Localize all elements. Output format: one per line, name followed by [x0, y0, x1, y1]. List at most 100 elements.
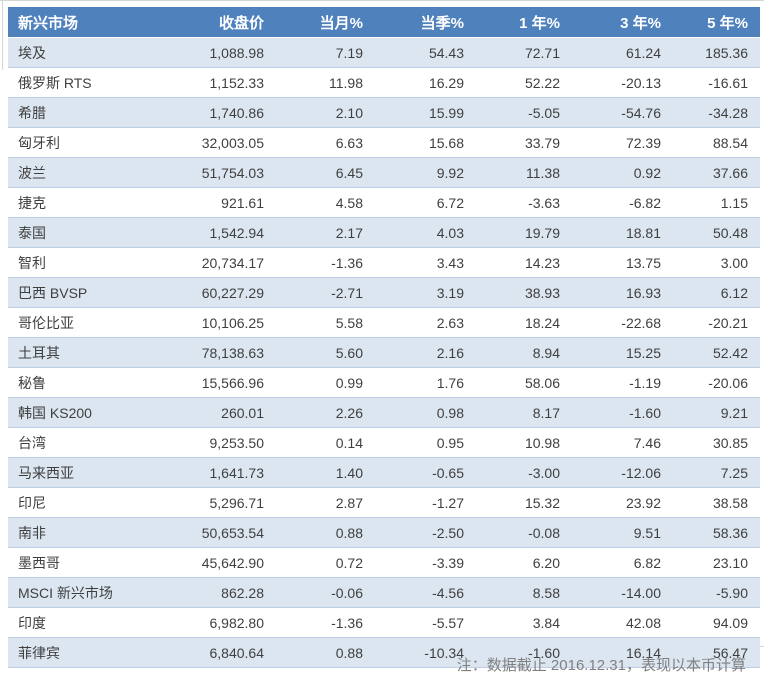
value-cell: 52.22 — [524, 74, 560, 91]
value-cell: 10.98 — [524, 434, 560, 451]
table-row: 泰国 1,542.94 2.17 4.03 19.79 18.81 50.48 — [8, 217, 760, 248]
table-row: 印尼 5,296.71 2.87 -1.27 15.32 23.92 38.58 — [8, 487, 760, 518]
value-cell: 5.60 — [335, 344, 363, 361]
value-cell: -54.76 — [621, 104, 661, 121]
value-cell: 2.10 — [335, 104, 363, 121]
value-cell: 2.87 — [335, 494, 363, 511]
value-cell: -22.68 — [621, 314, 661, 331]
value-cell: -12.06 — [621, 464, 661, 481]
value-cell: 30.85 — [712, 434, 748, 451]
value-cell: 6.72 — [436, 194, 464, 211]
value-cell: 6.20 — [532, 554, 560, 571]
value-cell: -20.06 — [708, 374, 748, 391]
top-border-line — [0, 0, 764, 1]
value-cell: 0.99 — [335, 374, 363, 391]
table-row: 菲律宾 6,840.64 0.88 -10.34 -1.60 16.14 56.47 — [8, 637, 760, 668]
value-cell: 3.19 — [436, 284, 464, 301]
market-name-cell: 印度 — [18, 614, 46, 631]
value-cell: -1.36 — [331, 614, 363, 631]
market-name-cell: 哥伦比亚 — [18, 314, 74, 331]
value-cell: 72.71 — [524, 44, 560, 61]
value-cell: 54.43 — [428, 44, 464, 61]
value-cell: 6,982.80 — [209, 614, 265, 631]
table-row: 台湾 9,253.50 0.14 0.95 10.98 7.46 30.85 — [8, 427, 760, 458]
value-cell: 5,296.71 — [209, 494, 265, 511]
value-cell: 15.99 — [428, 104, 464, 121]
value-cell: 8.94 — [532, 344, 560, 361]
value-cell: 0.98 — [436, 404, 464, 421]
value-cell: 8.58 — [532, 584, 560, 601]
value-cell: 15.32 — [524, 494, 560, 511]
value-cell: 6.12 — [720, 284, 748, 301]
value-cell: -1.60 — [528, 644, 560, 661]
column-header-3y-pct: 3 年% — [572, 7, 673, 38]
value-cell: 1.76 — [436, 374, 464, 391]
value-cell: 10,106.25 — [201, 314, 264, 331]
value-cell: 0.92 — [633, 164, 661, 181]
value-cell: 37.66 — [712, 164, 748, 181]
value-cell: 23.92 — [625, 494, 661, 511]
market-name-cell: 捷克 — [18, 194, 46, 211]
table-row: 匈牙利 32,003.05 6.63 15.68 33.79 72.39 88.54 — [8, 127, 760, 158]
market-name-cell: 秘鲁 — [18, 374, 46, 391]
market-name-cell: 韩国 KS200 — [18, 404, 92, 421]
value-cell: 38.58 — [712, 494, 748, 511]
value-cell: 6.63 — [335, 134, 363, 151]
value-cell: -2.50 — [432, 524, 464, 541]
value-cell: 3.84 — [532, 614, 560, 631]
value-cell: -14.00 — [621, 584, 661, 601]
column-header-market: 新兴市场 — [8, 7, 190, 38]
value-cell: 20,734.17 — [201, 254, 264, 271]
table-row: 南非 50,653.54 0.88 -2.50 -0.08 9.51 58.36 — [8, 517, 760, 548]
table-row: 哥伦比亚 10,106.25 5.58 2.63 18.24 -22.68 -20.21 — [8, 307, 760, 338]
value-cell: -3.00 — [528, 464, 560, 481]
column-header-quarter-pct: 当季% — [375, 7, 476, 38]
table-row: MSCI 新兴市场 862.28 -0.06 -4.56 8.58 -14.00 -5.90 — [8, 577, 760, 608]
value-cell: -0.65 — [432, 464, 464, 481]
value-cell: -34.28 — [708, 104, 748, 121]
value-cell: 50,653.54 — [201, 524, 264, 541]
table-row: 墨西哥 45,642.90 0.72 -3.39 6.20 6.82 23.10 — [8, 547, 760, 578]
table-row: 土耳其 78,138.63 5.60 2.16 8.94 15.25 52.42 — [8, 337, 760, 368]
value-cell: 2.63 — [436, 314, 464, 331]
market-name-cell: 匈牙利 — [18, 134, 60, 151]
value-cell: 52.42 — [712, 344, 748, 361]
value-cell: 3.00 — [720, 254, 748, 271]
value-cell: 0.14 — [335, 434, 363, 451]
value-cell: -1.36 — [331, 254, 363, 271]
value-cell: 33.79 — [524, 134, 560, 151]
emerging-markets-table: 新兴市场 收盘价 当月% 当季% 1 年% 3 年% 5 年% 埃及 1,088.… — [8, 7, 760, 668]
value-cell: 0.88 — [335, 524, 363, 541]
data-footnote: 注：数据截止 2016.12.31，表现以本币计算 — [456, 657, 746, 674]
table-row: 波兰 51,754.03 6.45 9.92 11.38 0.92 37.66 — [8, 157, 760, 188]
value-cell: 94.09 — [712, 614, 748, 631]
table-row: 埃及 1,088.98 7.19 54.43 72.71 61.24 185.36 — [8, 37, 760, 68]
value-cell: 19.79 — [524, 224, 560, 241]
value-cell: 0.72 — [335, 554, 363, 571]
value-cell: 15.25 — [625, 344, 661, 361]
value-cell: -4.56 — [432, 584, 464, 601]
table-row: 捷克 921.61 4.58 6.72 -3.63 -6.82 1.15 — [8, 187, 760, 218]
value-cell: 23.10 — [712, 554, 748, 571]
market-name-cell: 埃及 — [18, 44, 46, 61]
table-row: 秘鲁 15,566.96 0.99 1.76 58.06 -1.19 -20.06 — [8, 367, 760, 398]
value-cell: 4.58 — [335, 194, 363, 211]
table-header-row: 新兴市场 收盘价 当月% 当季% 1 年% 3 年% 5 年% — [8, 7, 760, 38]
value-cell: -1.60 — [629, 404, 661, 421]
value-cell: 260.01 — [221, 404, 264, 421]
market-name-cell: 土耳其 — [18, 344, 60, 361]
value-cell: 2.17 — [335, 224, 363, 241]
value-cell: 14.23 — [524, 254, 560, 271]
value-cell: 45,642.90 — [201, 554, 264, 571]
value-cell: 7.19 — [335, 44, 363, 61]
value-cell: 9.92 — [436, 164, 464, 181]
value-cell: 6.82 — [633, 554, 661, 571]
value-cell: 58.06 — [524, 374, 560, 391]
market-name-cell: 希腊 — [18, 104, 46, 121]
value-cell: 38.93 — [524, 284, 560, 301]
value-cell: 4.03 — [436, 224, 464, 241]
table-row: 印度 6,982.80 -1.36 -5.57 3.84 42.08 94.09 — [8, 607, 760, 638]
value-cell: -10.34 — [424, 644, 464, 661]
market-name-cell: 巴西 BVSP — [18, 284, 88, 301]
